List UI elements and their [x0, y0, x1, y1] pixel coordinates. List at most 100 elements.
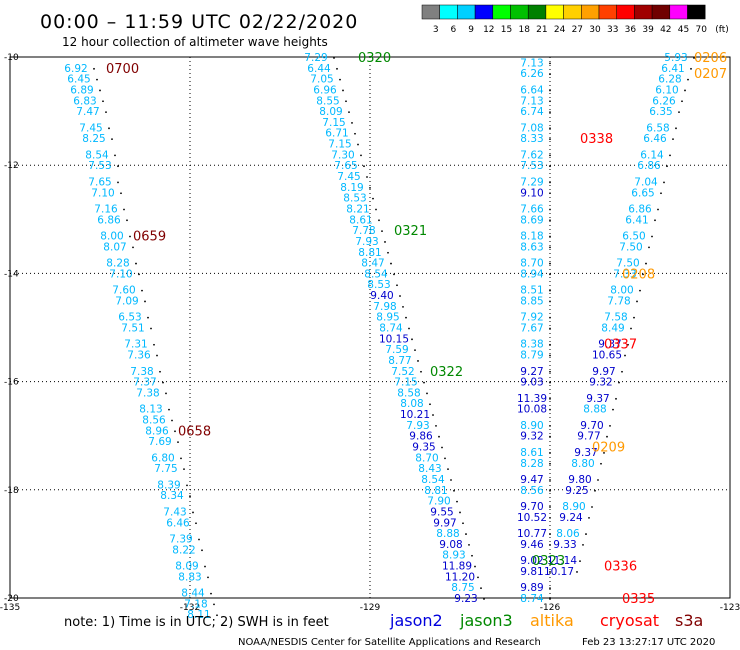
wave-height-label: 6.86 [97, 214, 121, 226]
wave-height-label: 7.10 [91, 187, 114, 199]
wave-height-label: 9.80 [568, 474, 591, 486]
wave-height-label: 9.70 [520, 501, 543, 513]
track-point [549, 544, 551, 546]
track-point [144, 300, 146, 303]
track-point [582, 544, 584, 546]
wave-height-label: 9.46 [520, 539, 544, 551]
wave-height-label: 8.13 [139, 404, 162, 416]
track-point [474, 565, 476, 568]
pass-time-label: 0337 [604, 338, 637, 353]
track-point [612, 408, 614, 411]
track-point [549, 489, 551, 492]
track-point [375, 208, 377, 211]
track-point [549, 327, 551, 330]
wave-height-label: 8.44 [181, 588, 205, 600]
track-point [549, 127, 551, 130]
track-point [609, 424, 611, 427]
wave-height-label: 8.75 [451, 582, 474, 594]
track-point [210, 592, 212, 595]
wave-height-label: 9.97 [433, 517, 456, 529]
header: 00:00 – 11:59 UTC 02/22/2020 12 hour col… [40, 11, 358, 49]
track-point [549, 246, 551, 249]
wave-height-label: 7.18 [184, 598, 207, 610]
y-tick-label: -14 [4, 269, 19, 279]
track-point [690, 67, 692, 70]
track-point [669, 154, 671, 157]
track-s3a: 6.926.456.896.837.47 7.458.25 8.547.53 7.65… [64, 63, 218, 621]
tick-labels: -10-12-14-16-18-20-135-132-129-126-123-1… [0, 53, 740, 613]
wave-height-label: 9.86 [409, 431, 433, 443]
track-point [114, 154, 116, 157]
track-point [651, 235, 653, 238]
pass-annotations: 0700 0659 0658 0320 0321 0322 0323 0338 0337 0336… [106, 51, 727, 607]
wave-height-label: 7.60 [112, 285, 135, 297]
wave-height-label: 8.28 [520, 458, 543, 470]
wave-height-label: 7.90 [427, 496, 450, 508]
wave-height-label: 8.22 [172, 544, 195, 556]
track-point [183, 468, 185, 471]
track-point [549, 100, 551, 103]
wave-height-label: 7.52 [391, 366, 414, 378]
wave-height-label: 7.38 [130, 366, 153, 378]
wave-height-label: 9.37 [586, 393, 609, 405]
wave-height-label: 11.14 [547, 555, 577, 567]
track-point [549, 571, 551, 573]
colorbar-swatch [669, 4, 688, 20]
track-point [429, 403, 431, 406]
wave-height-label: 8.25 [82, 133, 105, 145]
plot-area: -10-12-14-16-18-20-135-132-129-126-123-1… [0, 51, 740, 621]
wave-height-label: 7.36 [127, 350, 151, 362]
track-point [576, 571, 578, 573]
track-point [162, 381, 164, 384]
wave-height-label: 7.33 [613, 268, 636, 280]
wave-height-label: 7.69 [148, 436, 171, 448]
colorbar-swatch [421, 4, 440, 20]
colorbar-swatch [527, 4, 547, 20]
wave-height-label: 8.09 [319, 106, 342, 118]
track-cryosat: 5.936.416.286.106.266.356.586.466.146.86… [544, 52, 695, 578]
wave-height-label: 8.00 [610, 285, 633, 297]
wave-height-label: 8.81 [358, 247, 381, 259]
track-point [135, 262, 137, 265]
wave-height-label: 7.59 [385, 344, 408, 356]
track-point [357, 143, 359, 146]
track-point [594, 489, 596, 492]
track-point [186, 484, 188, 487]
colorbar-swatch [598, 4, 617, 20]
wave-height-label: 6.65 [631, 187, 654, 199]
wave-height-label: 9.32 [520, 431, 543, 443]
wave-height-label: 7.98 [373, 301, 396, 313]
wave-height-label: 6.92 [64, 63, 87, 75]
track-point [633, 316, 635, 319]
wave-height-label: 6.44 [307, 63, 331, 75]
wave-height-label: 7.13 [520, 57, 543, 69]
track-point [108, 127, 110, 130]
wave-height-label: 8.54 [421, 474, 445, 486]
pass-time-label: 0321 [394, 224, 427, 239]
wave-height-label: 9.81 [520, 566, 543, 578]
colorbar-swatch [563, 4, 582, 20]
chart-title: 00:00 – 11:59 UTC 02/22/2020 [40, 11, 358, 33]
track-point [438, 435, 440, 438]
track-point [351, 122, 353, 124]
track-point [372, 197, 374, 200]
wave-height-label: 9.02 [520, 555, 543, 567]
pass-time-label: 0338 [580, 132, 613, 147]
wave-height-label: 10.21 [400, 409, 430, 421]
x-tick-label: -135 [0, 603, 20, 613]
track-point [675, 127, 677, 130]
track-point [480, 587, 482, 590]
x-tick-label: -123 [720, 603, 740, 613]
track-point [483, 598, 485, 600]
track-point [147, 316, 149, 319]
colorbar-label: 24 [554, 25, 566, 35]
wave-height-label: 7.15 [328, 139, 351, 151]
colorbar-swatch [581, 4, 600, 20]
wave-height-label: 6.14 [640, 149, 664, 161]
wave-height-label: 8.38 [520, 339, 543, 351]
track-point [150, 327, 152, 330]
track-point [336, 67, 338, 70]
wave-height-label: 6.96 [313, 84, 337, 96]
pass-time-label: 0323 [532, 554, 565, 569]
track-point [549, 506, 551, 508]
